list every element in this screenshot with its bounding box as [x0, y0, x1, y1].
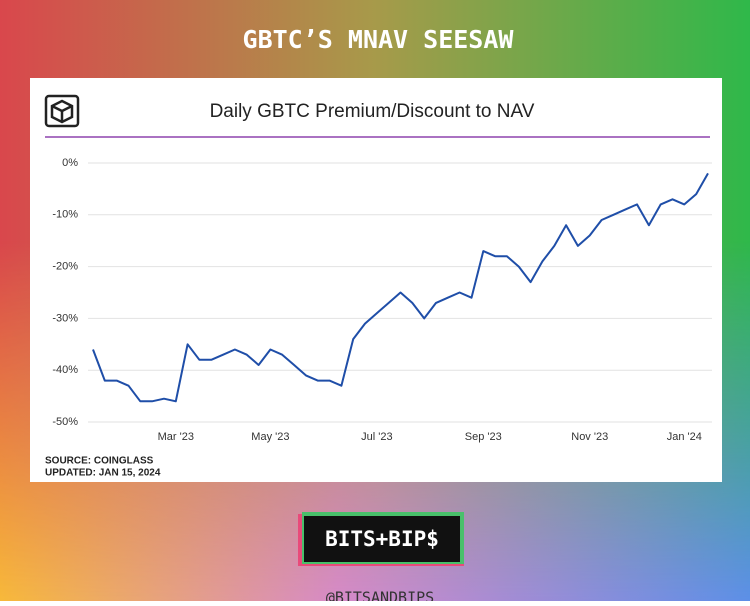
y-tick-label: -40%	[52, 364, 78, 376]
y-tick-label: -10%	[52, 209, 78, 221]
x-tick-label: Jan '24	[667, 431, 702, 443]
card	[30, 78, 722, 482]
line-series	[92, 172, 709, 403]
logo-icon	[44, 94, 80, 128]
y-tick-label: -50%	[52, 416, 78, 428]
source: SOURCE: COINGLASS	[45, 456, 154, 467]
plot: 0% -10% -20% -30% -40% -50% Mar '23 May '23 Jul …	[52, 157, 712, 443]
handle: @BITSANDBIPS	[326, 589, 434, 602]
y-tick-label: 0%	[62, 157, 78, 169]
x-tick-label: Jul '23	[361, 431, 392, 443]
chart-title: Daily GBTC Premium/Discount to NAV	[210, 101, 535, 122]
y-tick-label: -20%	[52, 261, 78, 273]
y-tick-label: -30%	[52, 312, 78, 324]
brand-logo: BITS+BIP$	[298, 512, 464, 566]
banner-title: GBTC’S MNAV SEESAW	[243, 25, 515, 54]
x-tick-label: May '23	[251, 431, 289, 443]
updated: UPDATED: JAN 15, 2024	[45, 468, 161, 479]
brand-text: BITS+BIP$	[325, 527, 439, 551]
x-tick-label: Mar '23	[158, 431, 194, 443]
x-tick-label: Nov '23	[571, 431, 608, 443]
x-tick-label: Sep '23	[465, 431, 502, 443]
